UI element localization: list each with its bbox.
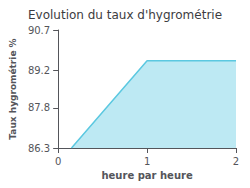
svg-text:90.7: 90.7 — [28, 25, 50, 36]
svg-text:1: 1 — [144, 156, 150, 167]
svg-text:87.8: 87.8 — [28, 102, 50, 113]
svg-text:86.3: 86.3 — [28, 143, 50, 154]
svg-text:Taux hygrométrie %: Taux hygrométrie % — [8, 38, 18, 139]
svg-text:89.2: 89.2 — [28, 65, 50, 76]
svg-text:Evolution du taux d'hygrométri: Evolution du taux d'hygrométrie — [28, 8, 222, 22]
svg-text:2: 2 — [233, 156, 239, 167]
svg-text:0: 0 — [55, 156, 61, 167]
svg-text:heure par heure: heure par heure — [101, 170, 192, 181]
